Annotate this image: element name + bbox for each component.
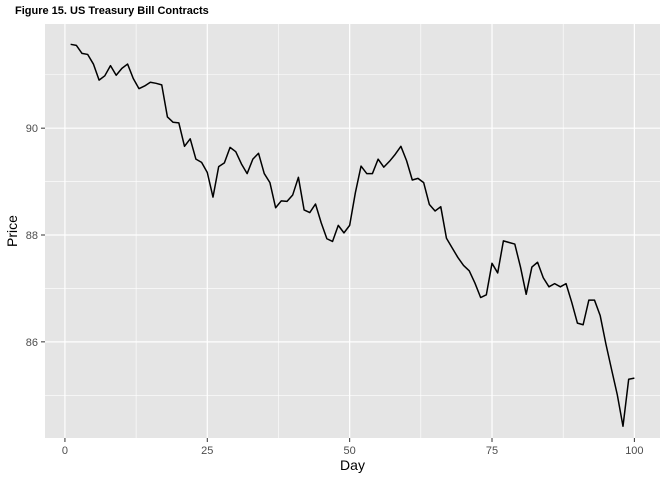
y-axis-title: Price xyxy=(4,215,20,247)
y-tick-label: 86 xyxy=(26,337,38,349)
x-tick-label: 25 xyxy=(201,445,213,457)
minor-gridlines xyxy=(45,24,660,438)
x-tick-label: 0 xyxy=(62,445,68,457)
x-tick-label: 50 xyxy=(344,445,356,457)
y-tick-label: 88 xyxy=(26,230,38,242)
price-line xyxy=(70,43,635,427)
plot-panel xyxy=(45,24,660,438)
chart-title: Figure 15. US Treasury Bill Contracts xyxy=(15,5,209,17)
y-tick-label: 90 xyxy=(26,123,38,135)
y-axis-ticks: 86 88 90 xyxy=(26,123,45,349)
major-gridlines xyxy=(45,24,660,438)
x-axis-ticks: 0 25 50 75 100 xyxy=(62,438,644,457)
x-tick-label: 100 xyxy=(625,445,643,457)
x-tick-label: 75 xyxy=(486,445,498,457)
x-axis-title: Day xyxy=(340,457,365,473)
